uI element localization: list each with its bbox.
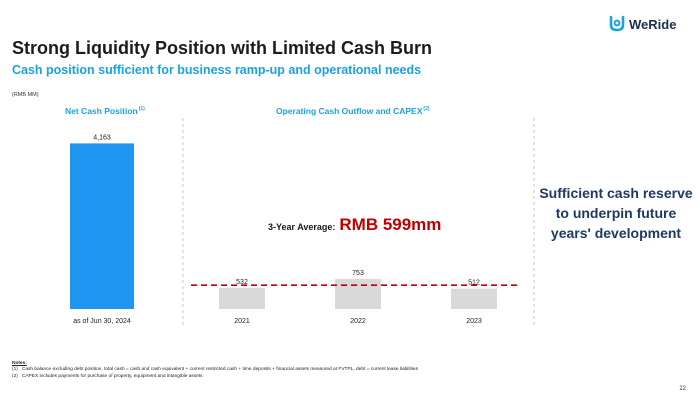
- footnote-item: (2) CAPEX includes payments for purchase…: [12, 374, 418, 380]
- opex-title-text: Operating Cash Outflow and CAPEX: [276, 106, 423, 116]
- opex-bars: 532 2021 753 2022 512 2023: [219, 270, 497, 325]
- footnote-item: (1) Cash balance excluding debt position…: [12, 367, 418, 373]
- footnote-text: CAPEX includes payments for purchase of …: [21, 373, 203, 379]
- category-label: as of Jun 30, 2024: [73, 318, 131, 325]
- bar-opex-0: [219, 287, 265, 309]
- slide-subtitle: Cash position sufficient for business ra…: [12, 63, 422, 77]
- bar-value-label: 4,163: [93, 134, 111, 141]
- notes-heading: Notes:: [12, 361, 27, 366]
- bar-opex-2: [451, 288, 497, 309]
- slide-title: Strong Liquidity Position with Limited C…: [12, 38, 432, 58]
- units-label: (RMB MM): [12, 92, 39, 98]
- net-cash-title-text: Net Cash Position: [65, 106, 138, 116]
- net-cash-panel-title: Net Cash Position(1): [65, 106, 145, 116]
- opex-footnote-ref: (2): [423, 106, 430, 113]
- bar-net-cash-0: [70, 143, 134, 309]
- category-label: 2023: [466, 318, 482, 325]
- bar-value-label: 532: [236, 279, 248, 286]
- company-logo: WeRide: [609, 14, 676, 34]
- net-cash-bars: 4,163 as of Jun 30, 2024: [70, 134, 134, 325]
- three-year-average: 3-Year Average: RMB 599mm: [268, 215, 441, 235]
- footnote-num: (1): [12, 367, 18, 373]
- footnote-text: Cash balance excluding debt position, to…: [21, 367, 418, 373]
- footnotes: Notes: (1) Cash balance excluding debt p…: [12, 361, 418, 380]
- category-label: 2022: [350, 318, 366, 325]
- side-note: Sufficient cash reserve to underpin futu…: [539, 185, 693, 241]
- bar-opex-1: [335, 279, 381, 309]
- average-label: 3-Year Average:: [268, 222, 336, 232]
- opex-panel-title: Operating Cash Outflow and CAPEX(2): [276, 106, 430, 116]
- net-cash-footnote-ref: (1): [138, 106, 145, 113]
- category-label: 2021: [234, 318, 250, 325]
- average-value: RMB 599mm: [339, 215, 442, 234]
- bar-value-label: 512: [468, 280, 480, 287]
- bar-value-label: 753: [352, 270, 364, 277]
- footnote-num: (2): [12, 373, 18, 379]
- weride-logo-icon: [609, 15, 625, 32]
- logo-text: WeRide: [629, 16, 677, 32]
- page-number: 22: [679, 386, 686, 392]
